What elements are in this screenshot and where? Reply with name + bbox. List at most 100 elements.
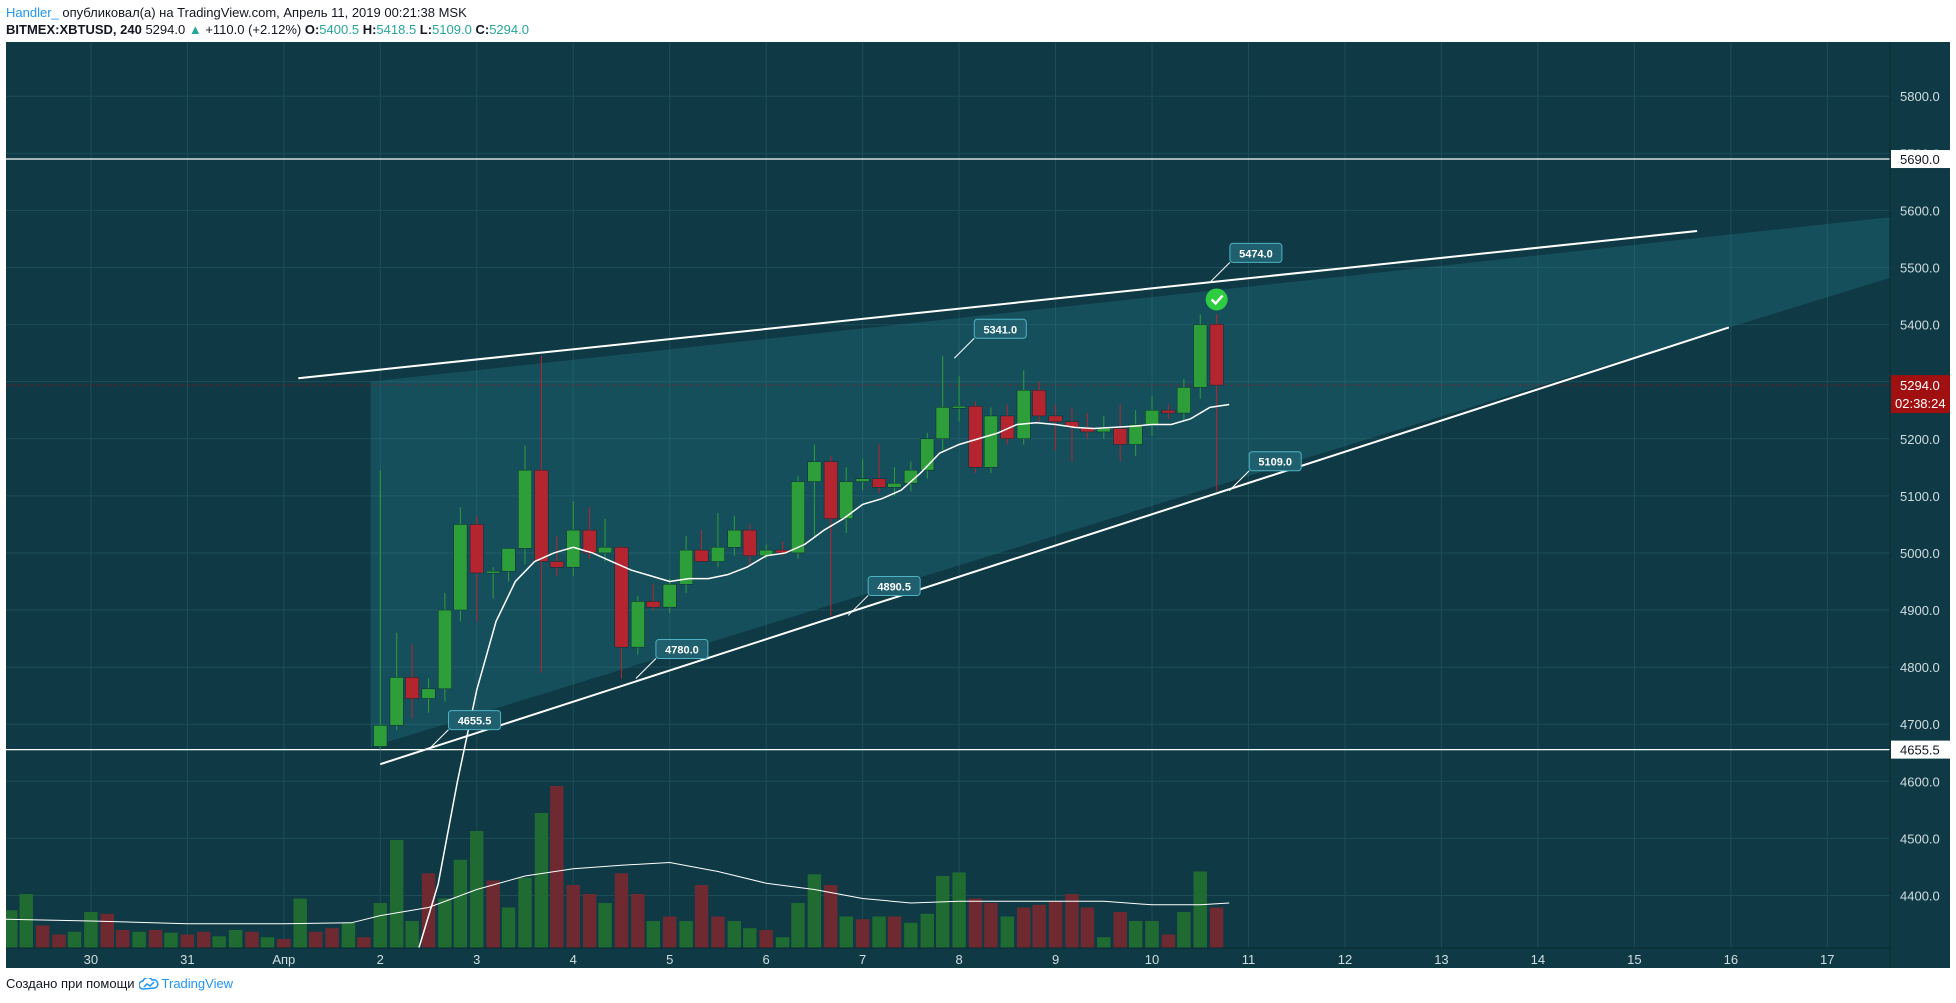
- volume-bar: [357, 937, 371, 948]
- tradingview-link[interactable]: TradingView: [138, 976, 233, 992]
- check-circle-icon: [1205, 288, 1228, 311]
- candle-body: [534, 469, 549, 562]
- close-value: 5294.0: [489, 22, 529, 37]
- level-tag-bg: [1891, 740, 1950, 759]
- volume-bar: [486, 880, 500, 948]
- volume-bar: [260, 937, 275, 948]
- volume-bar: [534, 813, 549, 948]
- volume-bar: [341, 922, 356, 948]
- last-price-label: 5294.0: [1900, 378, 1940, 393]
- close-label: C:: [475, 22, 490, 37]
- volume-bar: [872, 916, 886, 948]
- price-tick-label: 4400.0: [1900, 888, 1940, 903]
- volume-average-line: [6, 861, 1230, 925]
- volume-bar: [631, 894, 645, 948]
- candle-body: [952, 405, 967, 409]
- volume-bar: [920, 913, 934, 948]
- time-tick-label: 8: [955, 952, 962, 967]
- volume-bar: [984, 903, 998, 948]
- volume-bar: [1032, 904, 1046, 948]
- footer: Создано при помощи TradingView: [6, 976, 233, 992]
- price-tick-label: 4700.0: [1900, 717, 1940, 732]
- symbol-bar: BITMEX:XBTUSD, 240 5294.0 ▲ +110.0 (+2.1…: [6, 21, 529, 38]
- candle-body: [1016, 389, 1031, 440]
- price-callout: 5341.0: [953, 318, 1027, 359]
- volume-bar: [887, 916, 902, 948]
- volume-bar: [711, 916, 725, 948]
- callout-label: 5474.0: [1239, 248, 1273, 260]
- volume-bar: [1145, 921, 1159, 948]
- price-callout: 5474.0: [1209, 242, 1283, 283]
- volume-bar: [646, 921, 660, 948]
- candle-body: [630, 601, 645, 648]
- callout-box: [973, 318, 1027, 339]
- candle-body: [518, 469, 532, 549]
- volume-bar: [19, 894, 33, 948]
- callout-pointer: [1209, 261, 1231, 283]
- candle-body: [710, 546, 725, 562]
- price-tick-label: 4600.0: [1900, 774, 1940, 789]
- up-arrow-icon: ▲: [188, 22, 202, 37]
- last-price: 5294.0: [145, 22, 186, 37]
- candle-body: [983, 415, 998, 468]
- check-mark-icon: [1210, 294, 1224, 306]
- volume-bar: [824, 885, 838, 948]
- volume-bar: [679, 921, 693, 948]
- publish-header: Handler_ опубликовал(а) на TradingView.c…: [6, 4, 467, 21]
- volume-bar: [566, 885, 580, 948]
- author-link[interactable]: Handler_: [6, 5, 59, 20]
- candle-body: [935, 407, 950, 440]
- candle-body: [791, 481, 805, 554]
- candle-body: [1193, 324, 1208, 388]
- countdown-label: 02:38:24: [1895, 396, 1946, 411]
- volume-bar: [116, 930, 130, 948]
- callout-pointer: [953, 337, 975, 359]
- price-change: +110.0 (+2.12%): [205, 22, 302, 37]
- footer-text: Создано при помощи: [6, 976, 135, 991]
- callout-box: [1248, 451, 1302, 472]
- volume-bar: [405, 921, 419, 948]
- candle-body: [437, 609, 452, 690]
- candle-body: [1096, 428, 1111, 433]
- callout-label: 4780.0: [665, 645, 699, 657]
- volume-bar: [904, 922, 918, 948]
- time-tick-label: 16: [1724, 952, 1738, 967]
- candle-body: [727, 529, 742, 548]
- symbol-name: BITMEX:XBTUSD, 240: [6, 22, 142, 37]
- candle-body: [1209, 324, 1224, 386]
- time-tick-label: 4: [570, 952, 577, 967]
- volume-bar: [100, 913, 114, 948]
- level-tag-bg: [1891, 150, 1950, 169]
- low-value: 5109.0: [432, 22, 472, 37]
- candle-body: [373, 725, 388, 747]
- candle-body: [1176, 387, 1191, 414]
- time-tick-label: 15: [1627, 952, 1641, 967]
- time-tick-label: 14: [1531, 952, 1545, 967]
- price-chart[interactable]: 4655.5 4780.0 4890.5 5341.0 5474.0 5109.0 4400…: [6, 42, 1950, 968]
- candle-body: [679, 549, 694, 585]
- time-tick-label: 31: [180, 952, 194, 967]
- moving-average-line: [418, 403, 1230, 949]
- candle-body: [389, 677, 404, 726]
- price-axis-background: [1890, 42, 1950, 968]
- price-tick-label: 4500.0: [1900, 831, 1940, 846]
- volume-bar: [35, 925, 50, 948]
- open-label: O:: [304, 22, 320, 37]
- time-tick-label: 10: [1145, 952, 1159, 967]
- candle-body: [872, 478, 886, 488]
- volume-bar: [1097, 937, 1111, 948]
- volume-bar: [791, 903, 805, 948]
- candle-body: [1113, 428, 1128, 445]
- time-tick-label: 9: [1052, 952, 1059, 967]
- level-tag-label: 5690.0: [1900, 152, 1940, 167]
- volume-bar: [1080, 907, 1095, 948]
- pattern-channel-fill: [370, 217, 1891, 748]
- volume-bar: [148, 930, 163, 948]
- volume-bar: [775, 937, 790, 948]
- time-tick-label: 7: [859, 952, 866, 967]
- low-label: L:: [419, 22, 433, 37]
- tradingview-cloud-icon: [138, 978, 159, 990]
- candle-body: [1000, 415, 1015, 440]
- price-tick-label: 5000.0: [1900, 546, 1940, 561]
- volume-bar: [421, 873, 436, 948]
